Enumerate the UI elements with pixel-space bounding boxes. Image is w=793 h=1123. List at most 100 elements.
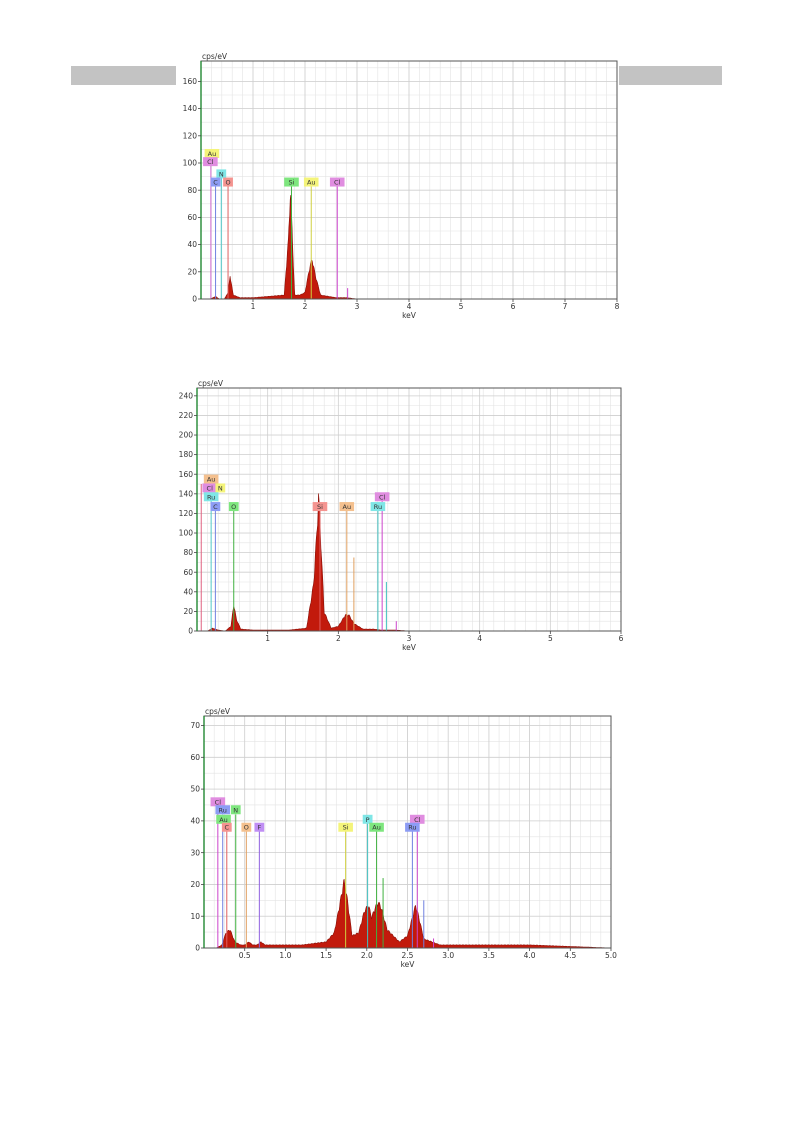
- element-label-box: [241, 822, 252, 832]
- spectrum-area: [204, 878, 611, 949]
- element-label-box: [303, 177, 319, 187]
- element-label: Au: [343, 503, 352, 511]
- y-axis-label: cps/eV: [198, 379, 224, 388]
- element-label: Ru: [219, 806, 227, 814]
- element-label-box: [203, 474, 219, 484]
- x-tick-label: 0.5: [239, 951, 251, 960]
- element-label-box: [210, 502, 221, 512]
- y-tick-label: 30: [190, 848, 200, 857]
- x-tick-label: 7: [563, 302, 568, 311]
- y-tick-label: 160: [183, 77, 198, 86]
- y-tick-label: 200: [179, 431, 194, 440]
- element-label-box: [221, 822, 232, 832]
- y-tick-label: 180: [179, 450, 194, 459]
- x-tick-label: 5: [459, 302, 464, 311]
- element-label-box: [223, 177, 233, 187]
- y-tick-label: 80: [183, 548, 193, 557]
- element-label: C: [213, 503, 218, 511]
- element-label: N: [219, 170, 224, 178]
- x-tick-label: 4: [477, 634, 482, 643]
- x-tick-label: 1.0: [279, 951, 291, 960]
- y-axis-label: cps/eV: [205, 707, 231, 716]
- x-tick-label: 5: [548, 634, 553, 643]
- element-label-box: [339, 502, 355, 512]
- y-tick-label: 50: [190, 785, 200, 794]
- x-tick-label: 4.5: [564, 951, 576, 960]
- y-tick-label: 0: [188, 627, 193, 636]
- x-tick-label: 1: [265, 634, 270, 643]
- element-label: Au: [207, 476, 216, 484]
- element-label-box: [254, 822, 265, 832]
- element-label: Au: [208, 150, 217, 158]
- x-tick-label: 6: [619, 634, 624, 643]
- y-tick-label: 140: [179, 489, 194, 498]
- header-bar-left: [71, 66, 176, 85]
- x-tick-label: 3.0: [442, 951, 454, 960]
- y-tick-label: 240: [179, 391, 194, 400]
- x-axis-label: keV: [402, 643, 417, 652]
- y-tick-label: 0: [195, 944, 200, 953]
- x-tick-label: 4: [407, 302, 412, 311]
- element-label: Ru: [408, 824, 416, 832]
- element-label: Au: [219, 816, 228, 824]
- element-label: Au: [307, 179, 316, 187]
- y-tick-label: 140: [183, 104, 198, 113]
- element-label-box: [210, 177, 221, 187]
- element-label: Cl: [414, 816, 421, 824]
- y-tick-label: 160: [179, 470, 194, 479]
- y-tick-label: 100: [179, 529, 194, 538]
- y-tick-label: 20: [187, 267, 197, 276]
- element-label-box: [228, 502, 239, 512]
- y-axis-label: cps/eV: [202, 52, 228, 61]
- element-label-box: [202, 483, 218, 493]
- y-tick-label: 10: [190, 912, 200, 921]
- y-tick-label: 40: [187, 240, 197, 249]
- element-label-box: [216, 169, 227, 179]
- x-tick-label: 3: [407, 634, 412, 643]
- element-label: C: [225, 824, 230, 832]
- element-label-box: [216, 814, 231, 824]
- element-label: Au: [372, 824, 381, 832]
- y-tick-label: 120: [183, 131, 198, 140]
- element-label: Cl: [207, 484, 214, 492]
- element-label: Si: [343, 824, 349, 832]
- y-tick-label: 80: [187, 186, 197, 195]
- element-label: N: [218, 484, 223, 492]
- element-label-box: [203, 492, 219, 502]
- x-tick-label: 4.0: [524, 951, 536, 960]
- x-tick-label: 2: [336, 634, 341, 643]
- element-label: O: [225, 179, 230, 187]
- x-tick-label: 3: [355, 302, 360, 311]
- y-tick-label: 40: [190, 816, 200, 825]
- x-tick-label: 2: [303, 302, 308, 311]
- element-label: Cl: [379, 493, 386, 501]
- y-tick-label: 60: [190, 753, 200, 762]
- element-label-box: [369, 822, 384, 832]
- element-label: F: [257, 824, 261, 832]
- element-label: Si: [289, 179, 295, 187]
- element-label-box: [203, 157, 218, 167]
- element-label-box: [215, 483, 226, 493]
- x-tick-label: 2.5: [402, 951, 414, 960]
- element-label-box: [230, 805, 241, 815]
- x-axis-label: keV: [402, 311, 417, 320]
- x-tick-label: 6: [511, 302, 516, 311]
- element-label-box: [329, 177, 345, 187]
- element-label-box: [362, 814, 373, 824]
- element-label: Si: [317, 503, 323, 511]
- x-tick-label: 2.0: [361, 951, 373, 960]
- element-label-box: [338, 822, 353, 832]
- element-label: P: [366, 816, 370, 824]
- y-tick-label: 40: [183, 587, 193, 596]
- element-label-box: [374, 492, 390, 502]
- element-label: O: [244, 824, 249, 832]
- y-tick-label: 20: [190, 880, 200, 889]
- element-label: Cl: [207, 158, 214, 166]
- x-tick-label: 3.5: [483, 951, 495, 960]
- element-label: O: [231, 503, 236, 511]
- x-axis-label: keV: [401, 960, 416, 969]
